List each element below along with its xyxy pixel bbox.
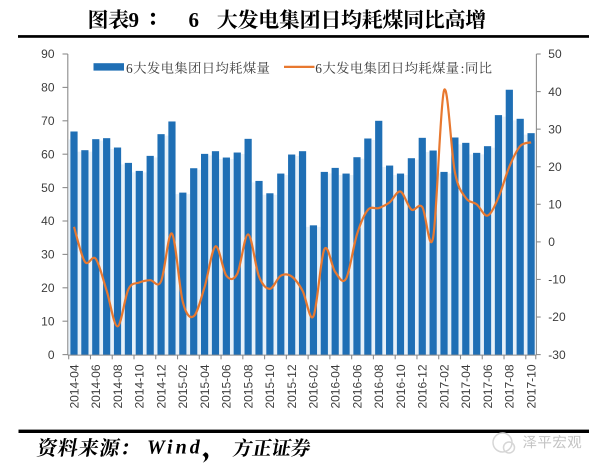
svg-text:2016-02: 2016-02 xyxy=(307,364,321,408)
svg-text:-30: -30 xyxy=(548,348,566,362)
svg-text:2014-08: 2014-08 xyxy=(111,364,125,408)
svg-text:2016-04: 2016-04 xyxy=(328,364,342,408)
svg-text:2014-10: 2014-10 xyxy=(133,364,147,408)
svg-text:2016-10: 2016-10 xyxy=(394,364,408,408)
svg-text:6: 6 xyxy=(126,61,133,76)
svg-text:50: 50 xyxy=(548,47,562,61)
svg-text:40: 40 xyxy=(548,85,562,99)
svg-text:2015-12: 2015-12 xyxy=(285,364,299,408)
svg-text:20: 20 xyxy=(548,160,562,174)
svg-text:2015-04: 2015-04 xyxy=(198,364,212,408)
svg-text:10: 10 xyxy=(41,314,55,328)
svg-text:2014-06: 2014-06 xyxy=(89,364,103,408)
svg-text:Wind: Wind xyxy=(147,437,203,459)
svg-text:80: 80 xyxy=(41,81,55,95)
svg-text:2014-12: 2014-12 xyxy=(154,364,168,408)
svg-text:10: 10 xyxy=(548,198,562,212)
svg-text:2017-02: 2017-02 xyxy=(437,364,451,408)
svg-text:2015-02: 2015-02 xyxy=(176,364,190,408)
svg-text:6: 6 xyxy=(189,8,200,32)
svg-text:2015-10: 2015-10 xyxy=(263,364,277,408)
svg-text:2017-04: 2017-04 xyxy=(459,364,473,408)
svg-text:30: 30 xyxy=(548,122,562,136)
svg-text:6: 6 xyxy=(315,61,322,76)
svg-text:30: 30 xyxy=(41,248,55,262)
svg-text:-20: -20 xyxy=(548,310,566,324)
svg-text:70: 70 xyxy=(41,114,55,128)
svg-text:2016-12: 2016-12 xyxy=(416,364,430,408)
svg-text:90: 90 xyxy=(41,47,55,61)
svg-text:2017-08: 2017-08 xyxy=(503,364,517,408)
svg-text:2017-10: 2017-10 xyxy=(524,364,538,408)
svg-text:20: 20 xyxy=(41,281,55,295)
svg-text:0: 0 xyxy=(548,235,555,249)
svg-text:2014-04: 2014-04 xyxy=(67,364,81,408)
svg-text:-10: -10 xyxy=(548,273,566,287)
svg-text:2017-06: 2017-06 xyxy=(481,364,495,408)
svg-text:2016-06: 2016-06 xyxy=(350,364,364,408)
svg-text:0: 0 xyxy=(48,348,55,362)
svg-text:2016-08: 2016-08 xyxy=(372,364,386,408)
svg-text:50: 50 xyxy=(41,181,55,195)
svg-text::: : xyxy=(461,61,465,76)
svg-text:60: 60 xyxy=(41,147,55,161)
svg-text:9: 9 xyxy=(129,8,140,32)
svg-text:40: 40 xyxy=(41,214,55,228)
svg-text:2015-08: 2015-08 xyxy=(241,364,255,408)
svg-text:2015-06: 2015-06 xyxy=(220,364,234,408)
